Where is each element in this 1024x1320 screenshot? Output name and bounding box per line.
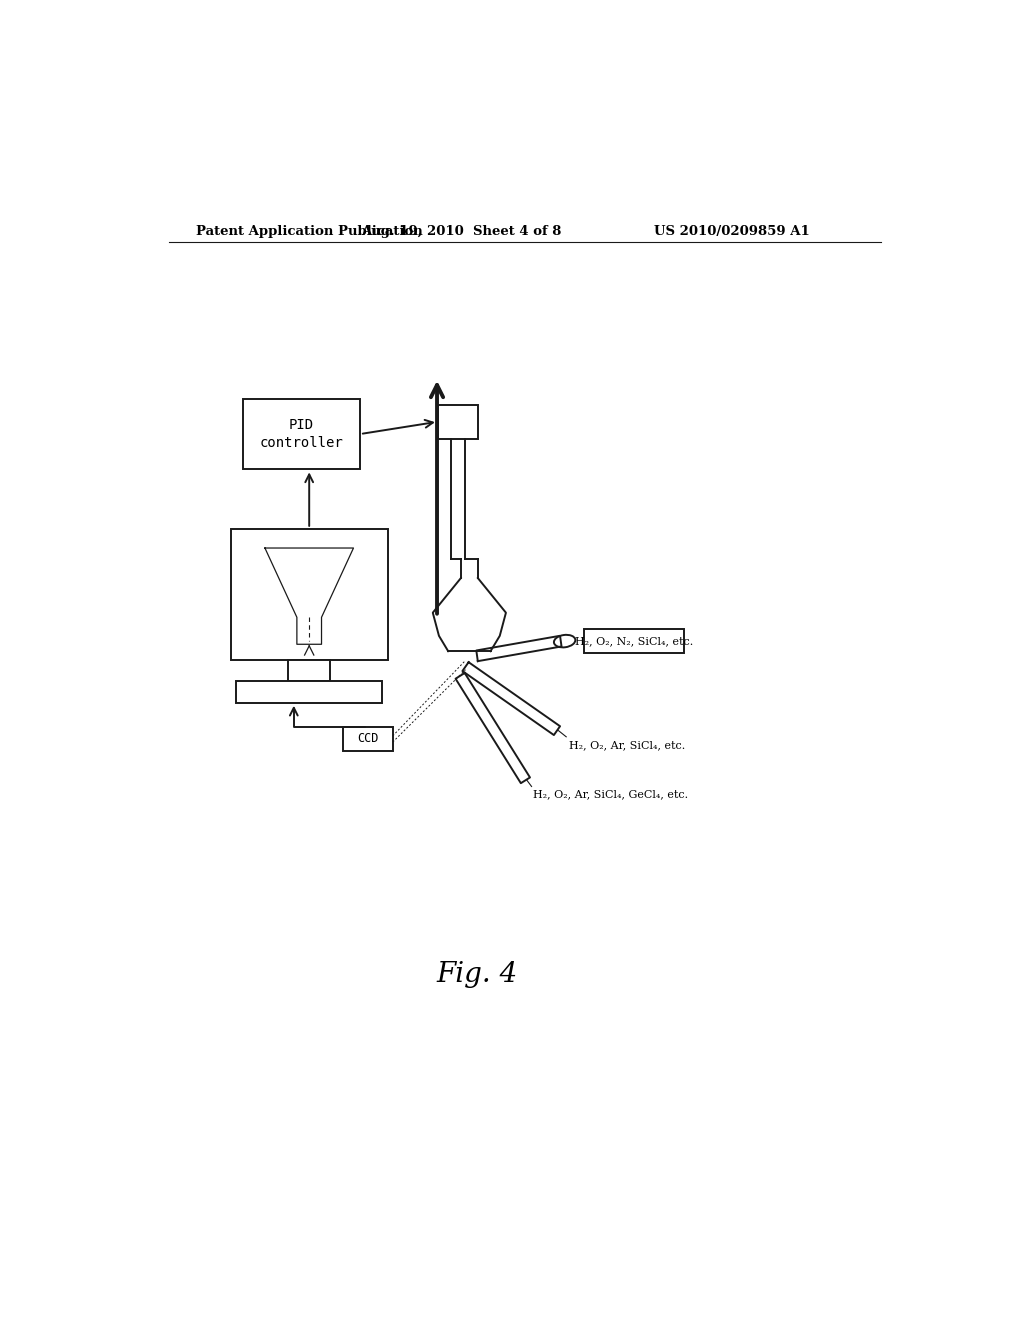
Text: Patent Application Publication: Patent Application Publication (196, 224, 423, 238)
Bar (584, 628, 684, 653)
Text: PID
controller: PID controller (260, 418, 343, 450)
Bar (243, 399, 360, 470)
Ellipse shape (554, 635, 575, 647)
Bar (438, 405, 478, 438)
Text: CCD: CCD (357, 733, 379, 746)
Text: Fig. 4: Fig. 4 (436, 961, 518, 989)
Text: US 2010/0209859 A1: US 2010/0209859 A1 (654, 224, 810, 238)
Bar (288, 660, 331, 681)
Text: H₂, O₂, Ar, SiCl₄, etc.: H₂, O₂, Ar, SiCl₄, etc. (569, 741, 685, 750)
Text: Aug. 19, 2010  Sheet 4 of 8: Aug. 19, 2010 Sheet 4 of 8 (361, 224, 562, 238)
Text: H₂, O₂, N₂, SiCl₄, etc.: H₂, O₂, N₂, SiCl₄, etc. (574, 636, 693, 645)
Text: H₂, O₂, Ar, SiCl₄, GeCl₄, etc.: H₂, O₂, Ar, SiCl₄, GeCl₄, etc. (534, 789, 688, 800)
Bar (230, 529, 388, 660)
Bar (343, 726, 393, 751)
Bar (237, 681, 382, 702)
